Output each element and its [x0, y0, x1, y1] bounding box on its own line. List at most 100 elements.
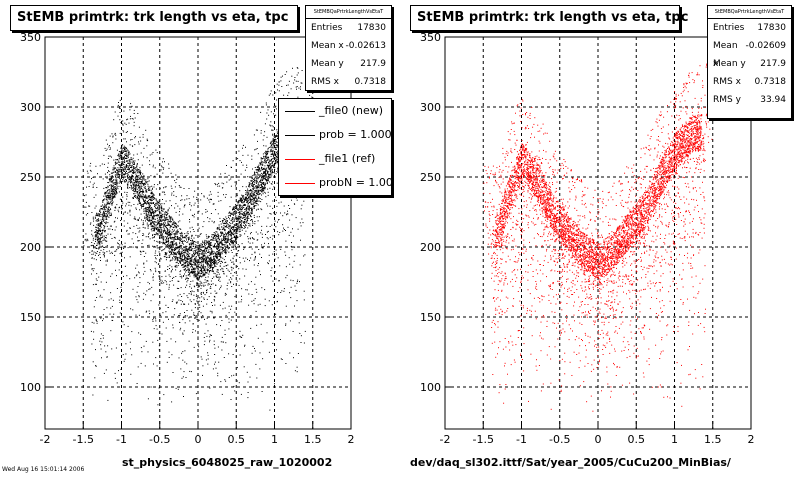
- data-point: [196, 284, 198, 286]
- data-point: [142, 224, 144, 226]
- data-point: [188, 263, 190, 265]
- data-point: [237, 158, 239, 160]
- data-point: [172, 324, 174, 326]
- data-point: [218, 228, 220, 230]
- data-point: [97, 231, 98, 233]
- data-point: [159, 275, 161, 277]
- data-point: [154, 210, 156, 212]
- data-point: [262, 185, 263, 187]
- data-point: [181, 245, 183, 247]
- data-point: [299, 333, 301, 334]
- data-point: [261, 391, 263, 392]
- data-point: [104, 207, 106, 209]
- data-point: [293, 82, 295, 84]
- data-point: [211, 264, 213, 266]
- data-point: [175, 387, 177, 389]
- data-point: [170, 244, 172, 246]
- data-point: [200, 258, 202, 260]
- data-point: [127, 233, 129, 235]
- data-point: [211, 253, 213, 255]
- data-point: [129, 256, 131, 258]
- data-point: [89, 223, 91, 225]
- data-point: [202, 255, 204, 257]
- data-point: [226, 265, 227, 267]
- data-point: [195, 393, 197, 395]
- data-point: [245, 204, 247, 206]
- data-point: [157, 200, 159, 202]
- data-point: [146, 213, 147, 215]
- data-point: [87, 240, 89, 242]
- data-point: [274, 324, 276, 325]
- data-point: [127, 176, 128, 178]
- data-point: [134, 137, 136, 139]
- data-point: [201, 258, 203, 260]
- data-point: [128, 151, 130, 153]
- data-point: [122, 147, 124, 149]
- data-point: [222, 257, 224, 259]
- data-point: [236, 367, 238, 369]
- data-point: [98, 213, 100, 215]
- data-point: [97, 226, 99, 228]
- data-point: [245, 197, 247, 199]
- data-point: [182, 260, 184, 262]
- data-point: [257, 187, 259, 189]
- data-point: [262, 187, 264, 189]
- data-point: [95, 214, 97, 216]
- data-point: [190, 244, 192, 246]
- data-point: [268, 156, 269, 158]
- data-point: [250, 199, 252, 201]
- data-point: [180, 253, 182, 255]
- data-point: [230, 239, 232, 241]
- data-point: [254, 178, 256, 180]
- data-point: [171, 259, 173, 261]
- data-point: [209, 198, 211, 200]
- data-point: [257, 166, 259, 168]
- data-point: [169, 247, 171, 249]
- data-point: [230, 282, 232, 284]
- data-point: [241, 197, 242, 199]
- data-point: [197, 273, 199, 275]
- data-point: [238, 201, 240, 203]
- data-point: [118, 151, 120, 153]
- data-point: [223, 251, 225, 253]
- data-point: [228, 212, 230, 214]
- data-point: [125, 147, 127, 149]
- data-point: [152, 196, 154, 198]
- data-point: [95, 349, 96, 351]
- data-point: [196, 198, 198, 200]
- data-point: [172, 250, 174, 252]
- data-point: [289, 263, 291, 265]
- data-point: [91, 244, 93, 246]
- data-point: [183, 264, 184, 266]
- data-point: [225, 252, 226, 254]
- data-point: [188, 268, 190, 270]
- data-point: [163, 203, 165, 205]
- data-point: [256, 324, 258, 326]
- data-point: [200, 274, 202, 276]
- data-point: [246, 217, 248, 219]
- data-point: [170, 338, 172, 340]
- data-point: [126, 175, 128, 177]
- data-point: [204, 340, 206, 342]
- data-point: [171, 270, 173, 272]
- data-point: [239, 197, 241, 199]
- data-point: [274, 162, 276, 164]
- data-point: [201, 276, 203, 278]
- data-point: [217, 254, 218, 256]
- data-point: [251, 192, 253, 194]
- data-point: [288, 92, 290, 94]
- data-point: [190, 260, 192, 262]
- data-point: [126, 180, 128, 182]
- data-point: [137, 113, 139, 114]
- data-point: [267, 178, 269, 180]
- data-point: [175, 231, 177, 233]
- data-point: [141, 206, 143, 208]
- data-point: [218, 236, 220, 238]
- data-point: [148, 236, 150, 238]
- data-point: [100, 211, 102, 213]
- data-point: [166, 217, 167, 219]
- data-point: [248, 197, 249, 199]
- data-point: [166, 244, 168, 246]
- data-point: [173, 240, 175, 242]
- data-point: [259, 352, 261, 354]
